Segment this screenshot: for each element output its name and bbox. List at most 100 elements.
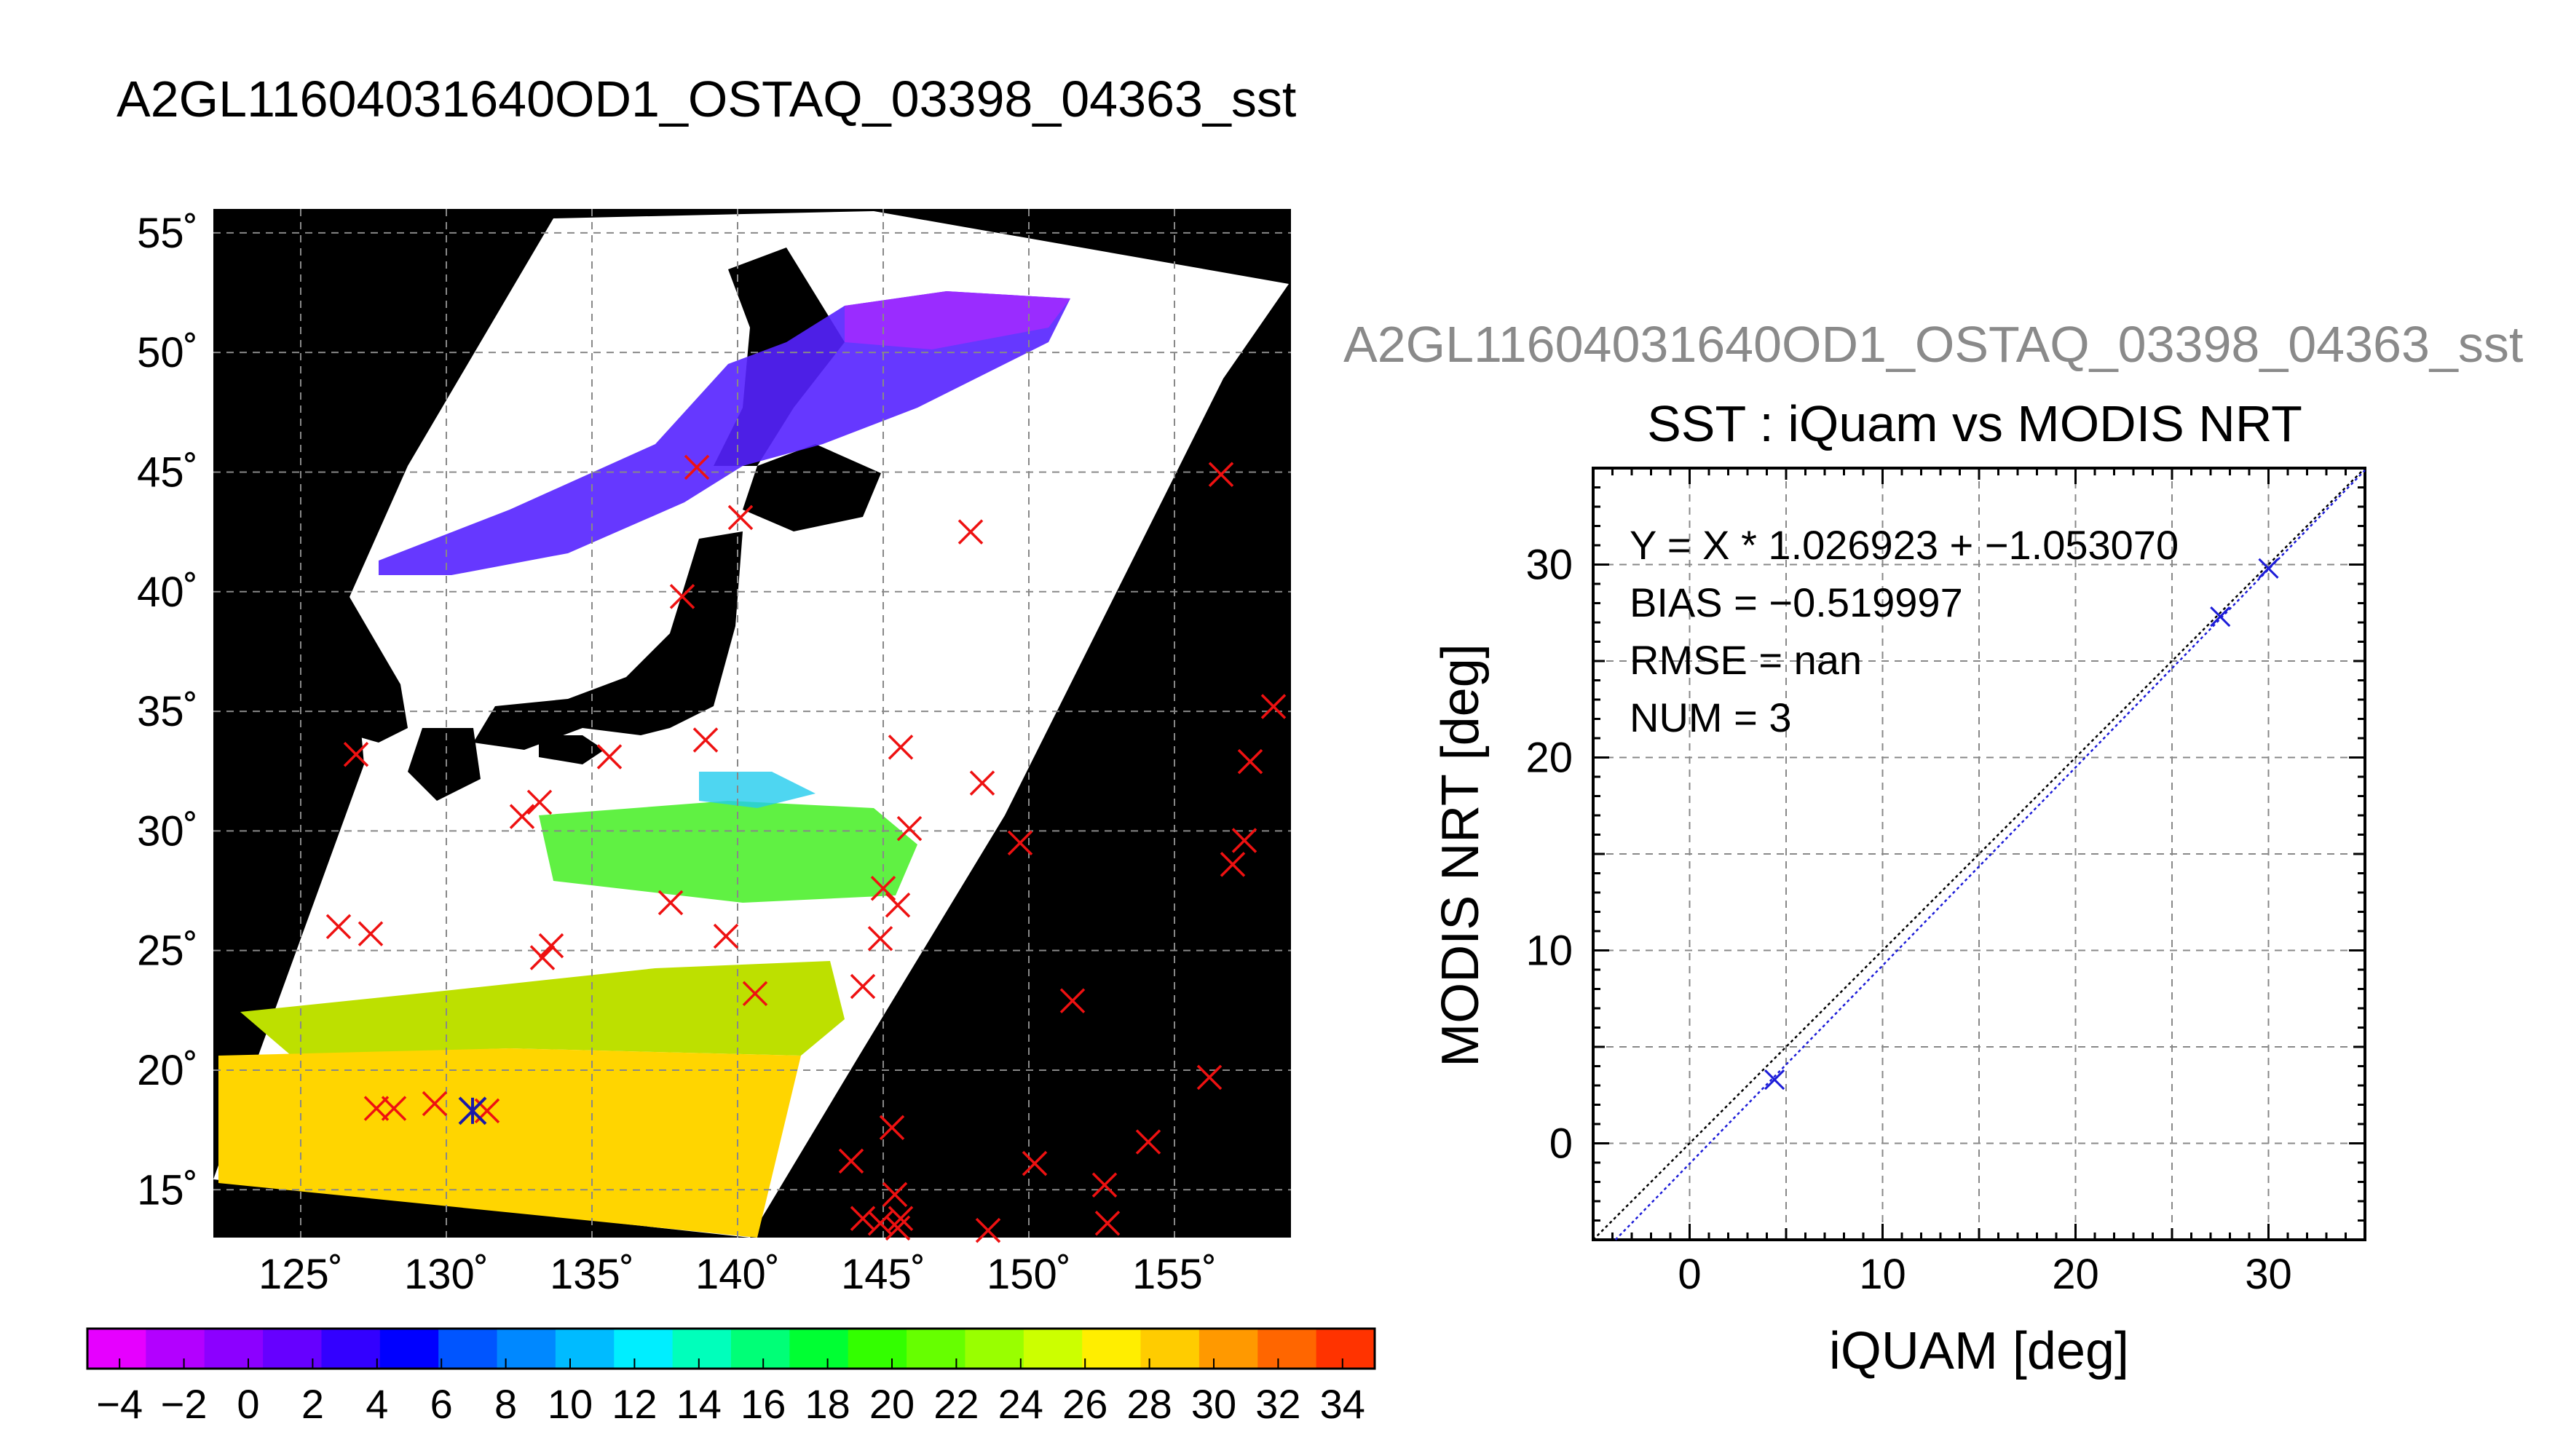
map-matchup-marker xyxy=(596,744,623,769)
map-lat-tick-label: 40˚ xyxy=(137,569,198,616)
colorbar-swatch xyxy=(1140,1329,1200,1369)
map-matchup-marker xyxy=(870,875,896,901)
map-matchup-marker xyxy=(1220,852,1246,877)
map-lon-tick-label: 125˚ xyxy=(258,1251,343,1298)
map-matchup-marker xyxy=(509,804,535,829)
scatter-ticks xyxy=(1592,467,2366,1241)
map-matchup-marker xyxy=(742,981,768,1007)
land-hokkaido xyxy=(743,444,881,531)
map-matchup-marker xyxy=(358,921,384,946)
colorbar-swatch xyxy=(614,1329,674,1369)
map-lon-tick-label: 140˚ xyxy=(695,1251,780,1298)
colorbar-tick-label: −2 xyxy=(161,1381,208,1427)
scatter-x-tick-label: 10 xyxy=(1859,1251,1906,1298)
scatter-plot: Y = X * 1.026923 + −1.053070 BIAS = −0.51… xyxy=(1592,467,2366,1241)
map-matchup-marker xyxy=(692,727,719,753)
colorbar-tick-label: 10 xyxy=(548,1381,593,1427)
map-matchup-marker xyxy=(1007,830,1033,856)
colorbar-tick-label: 6 xyxy=(430,1381,453,1427)
sst-cyan-patch xyxy=(699,772,816,808)
scatter-xlabel: iQUAM [deg] xyxy=(1829,1322,2129,1380)
map-lat-tick-label: 50˚ xyxy=(137,329,198,376)
map-lon-tick-label: 145˚ xyxy=(841,1251,925,1298)
map-matchup-marker xyxy=(1196,1064,1223,1091)
map-grid xyxy=(213,209,1291,1238)
scatter-points xyxy=(1764,558,2279,1091)
map-matchup-marker xyxy=(896,815,923,842)
map-lon-tick-label: 135˚ xyxy=(550,1251,634,1298)
map-matchup-marker xyxy=(888,1206,914,1231)
regression-line xyxy=(1614,470,2366,1241)
scatter-point-marker xyxy=(2210,606,2231,628)
map-matchup-marker xyxy=(1091,1172,1118,1198)
map-matchup-marker xyxy=(1022,1150,1048,1176)
colorbar-swatch xyxy=(848,1329,907,1369)
scatter-grid xyxy=(1593,468,2365,1240)
map-lat-tick-label: 45˚ xyxy=(137,448,198,496)
map-matchup-marker xyxy=(684,454,710,480)
scatter-x-labels: 0 10 20 30 xyxy=(1678,1251,2291,1298)
map-highlight-marker xyxy=(458,1096,487,1125)
map-matchup-marker xyxy=(885,893,911,918)
map-matchup-marker xyxy=(422,1091,448,1117)
scatter-title: SST : iQuam vs MODIS NRT xyxy=(1647,395,2302,452)
scatter-point-marker xyxy=(1764,1069,1785,1091)
map-matchup-marker xyxy=(850,973,876,1000)
colorbar-tick-label: 24 xyxy=(998,1381,1043,1427)
colorbar-tick-label: 26 xyxy=(1062,1381,1107,1427)
map-matchup-marker xyxy=(867,1211,893,1236)
colorbar-swatch xyxy=(438,1329,498,1369)
colorbar-tick-label: 34 xyxy=(1320,1381,1365,1427)
sst-cold-band xyxy=(379,291,1070,575)
colorbar-swatch xyxy=(1082,1329,1142,1369)
colorbar-tick-label: 8 xyxy=(494,1381,517,1427)
colorbar-tick-label: 12 xyxy=(612,1381,657,1427)
colorbar-tick-label: 22 xyxy=(933,1381,979,1427)
map-matchup-marker xyxy=(529,945,556,970)
map-matchup-marker xyxy=(975,1217,1001,1243)
map-lat-tick-label: 20˚ xyxy=(137,1047,198,1094)
map-matchup-marker xyxy=(713,923,739,949)
map-matchup-marker xyxy=(850,1206,876,1231)
map-matchup-marker xyxy=(669,584,695,609)
scatter-stat-line: Y = X * 1.026923 + −1.053070 xyxy=(1630,522,2179,568)
swath-region xyxy=(213,211,1289,1238)
map-matchup-marker xyxy=(526,789,553,815)
scatter-lines xyxy=(1592,467,2366,1241)
map-lat-tick-label: 30˚ xyxy=(137,807,198,855)
map-lon-labels: 125˚ 130˚ 135˚ 140˚ 145˚ 150˚ 155˚ xyxy=(258,1251,1217,1298)
map-matchup-marker xyxy=(325,914,352,940)
colorbar-tick-label: 14 xyxy=(676,1381,722,1427)
colorbar-swatch xyxy=(1316,1329,1375,1369)
colorbar-swatch xyxy=(204,1329,264,1369)
colorbar-swatch xyxy=(672,1329,732,1369)
colorbar-swatch xyxy=(87,1329,146,1369)
map-matchup-marker xyxy=(538,933,564,959)
scatter-x-tick-label: 0 xyxy=(1678,1251,1701,1298)
colorbar-swatch xyxy=(379,1329,439,1369)
scatter-stat-line: NUM = 3 xyxy=(1630,695,1792,740)
colorbar-tick-label: 18 xyxy=(805,1381,850,1427)
colorbar-swatch xyxy=(555,1329,615,1369)
map-title: A2GL11604031640OD1_OSTAQ_03398_04363_sst xyxy=(117,71,1296,127)
land-honshu xyxy=(473,531,743,750)
colorbar-swatch xyxy=(1198,1329,1258,1369)
colorbar-tick-label: 2 xyxy=(301,1381,324,1427)
land-kyushu xyxy=(408,728,481,801)
colorbar-tick-label: 30 xyxy=(1191,1381,1236,1427)
map-matchup-marker xyxy=(882,1182,908,1208)
scatter-y-tick-label: 30 xyxy=(1525,542,1573,589)
colorbar-swatch xyxy=(321,1329,381,1369)
map-lat-tick-label: 35˚ xyxy=(137,688,198,735)
scatter-y-tick-label: 20 xyxy=(1525,735,1573,782)
colorbar-tick-label: 0 xyxy=(237,1381,259,1427)
scatter-stat-line: RMSE = nan xyxy=(1630,637,1862,683)
land-continent xyxy=(213,597,408,743)
colorbar-swatch xyxy=(789,1329,849,1369)
colorbar-swatch xyxy=(497,1329,556,1369)
map-lat-tick-label: 25˚ xyxy=(137,927,198,975)
sst-green-band xyxy=(539,801,917,903)
scatter-file-title: A2GL11604031640OD1_OSTAQ_03398_04363_sst xyxy=(1343,316,2523,373)
land-shikoku xyxy=(539,735,604,764)
